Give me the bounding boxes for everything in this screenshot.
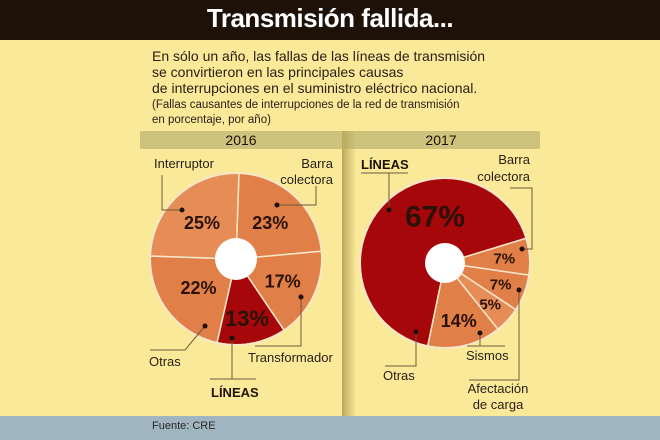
label-otras-2017: Otras: [383, 368, 415, 383]
leader-lines-2017: [361, 172, 533, 381]
slice-value-label: 23%: [252, 213, 288, 233]
slice-value-label: 5%: [479, 297, 501, 314]
leader-dot: [413, 329, 419, 335]
label-barra-2016-line1: Barra: [301, 156, 334, 171]
footer: Fuente: CRE: [0, 416, 660, 440]
chart-note: (Fallas causantes de interrupciones de l…: [152, 98, 512, 128]
leader-dot: [274, 202, 280, 208]
chart-title-2016: 2016: [225, 132, 257, 148]
pie-2017: 7% 7% 5%14% 67%: [359, 177, 531, 349]
year-band-2016: 2016: [140, 131, 342, 149]
leader-line: [161, 175, 182, 211]
slice-value-label: 13%: [225, 306, 269, 331]
leader-dot: [229, 335, 235, 341]
slice-value-label: 14%: [441, 311, 477, 331]
label-interruptor-2016: Interruptor: [154, 156, 215, 171]
slice-value-label: 7%: [490, 276, 512, 293]
pie-2016: 23% 17% 13% 22% 25%: [149, 172, 323, 346]
label-barra-2017-line2: colectora: [477, 169, 531, 184]
chart-title-2017: 2017: [425, 132, 457, 148]
leader-lines-2016: [150, 175, 317, 380]
leader-line: [255, 297, 302, 347]
label-barra-2016-line2: colectora: [280, 172, 334, 187]
leader-line: [210, 338, 256, 380]
title-bar: Transmisión fallida...: [0, 0, 660, 40]
panel-divider: [342, 131, 356, 416]
leader-dots-2017: [386, 207, 525, 336]
label-lineas-2016: LÍNEAS: [211, 385, 259, 400]
leader-dot: [202, 323, 208, 329]
slice-value-label: 67%: [405, 201, 465, 234]
slice-value-label: 22%: [181, 278, 217, 298]
label-afectacion-2017-line1: Afectación: [468, 381, 529, 396]
label-transformador-2016: Transformador: [248, 350, 333, 365]
page-title: Transmisión fallida...: [206, 3, 454, 33]
leader-line: [469, 290, 520, 381]
leader-dot: [298, 294, 304, 300]
label-lineas-2017: LÍNEAS: [361, 157, 409, 172]
intro-text: En sólo un año, las fallas de las líneas…: [152, 48, 512, 96]
pie-rim: [359, 177, 531, 349]
leader-dots-2016: [179, 202, 304, 341]
year-band-2017: 2017: [342, 131, 540, 149]
pie-rim: [149, 172, 323, 346]
label-otras-2016: Otras: [149, 354, 181, 369]
intro-line: de interrupciones en el suministro eléct…: [152, 80, 478, 96]
label-barra-2017-line1: Barra: [498, 152, 531, 167]
note-line: (Fallas causantes de interrupciones de l…: [152, 99, 460, 111]
leader-dot: [477, 330, 483, 336]
intro-line: En sólo un año, las fallas de las líneas…: [152, 48, 486, 64]
leader-line: [510, 187, 533, 250]
leader-line: [385, 332, 417, 367]
leader-line: [467, 333, 505, 347]
slice-value-label: 17%: [265, 271, 301, 291]
leader-line: [277, 186, 317, 206]
note-line: en porcentaje, por año): [152, 114, 271, 126]
slice-value-label: 25%: [184, 213, 220, 233]
label-sismos-2017: Sismos: [466, 348, 509, 363]
pie-center-hole: [215, 238, 257, 280]
source-text: Fuente: CRE: [152, 420, 216, 432]
slice-value-label: 7%: [493, 251, 515, 268]
leader-dot: [519, 246, 525, 252]
intro-line: se convirtieron en las principales causa…: [152, 64, 404, 80]
pie-center-hole: [425, 243, 465, 283]
leader-dot: [179, 207, 185, 213]
leader-dot: [386, 207, 392, 213]
label-afectacion-2017-line2: de carga: [473, 397, 524, 412]
leader-dot: [516, 287, 522, 293]
leader-line: [150, 325, 206, 351]
